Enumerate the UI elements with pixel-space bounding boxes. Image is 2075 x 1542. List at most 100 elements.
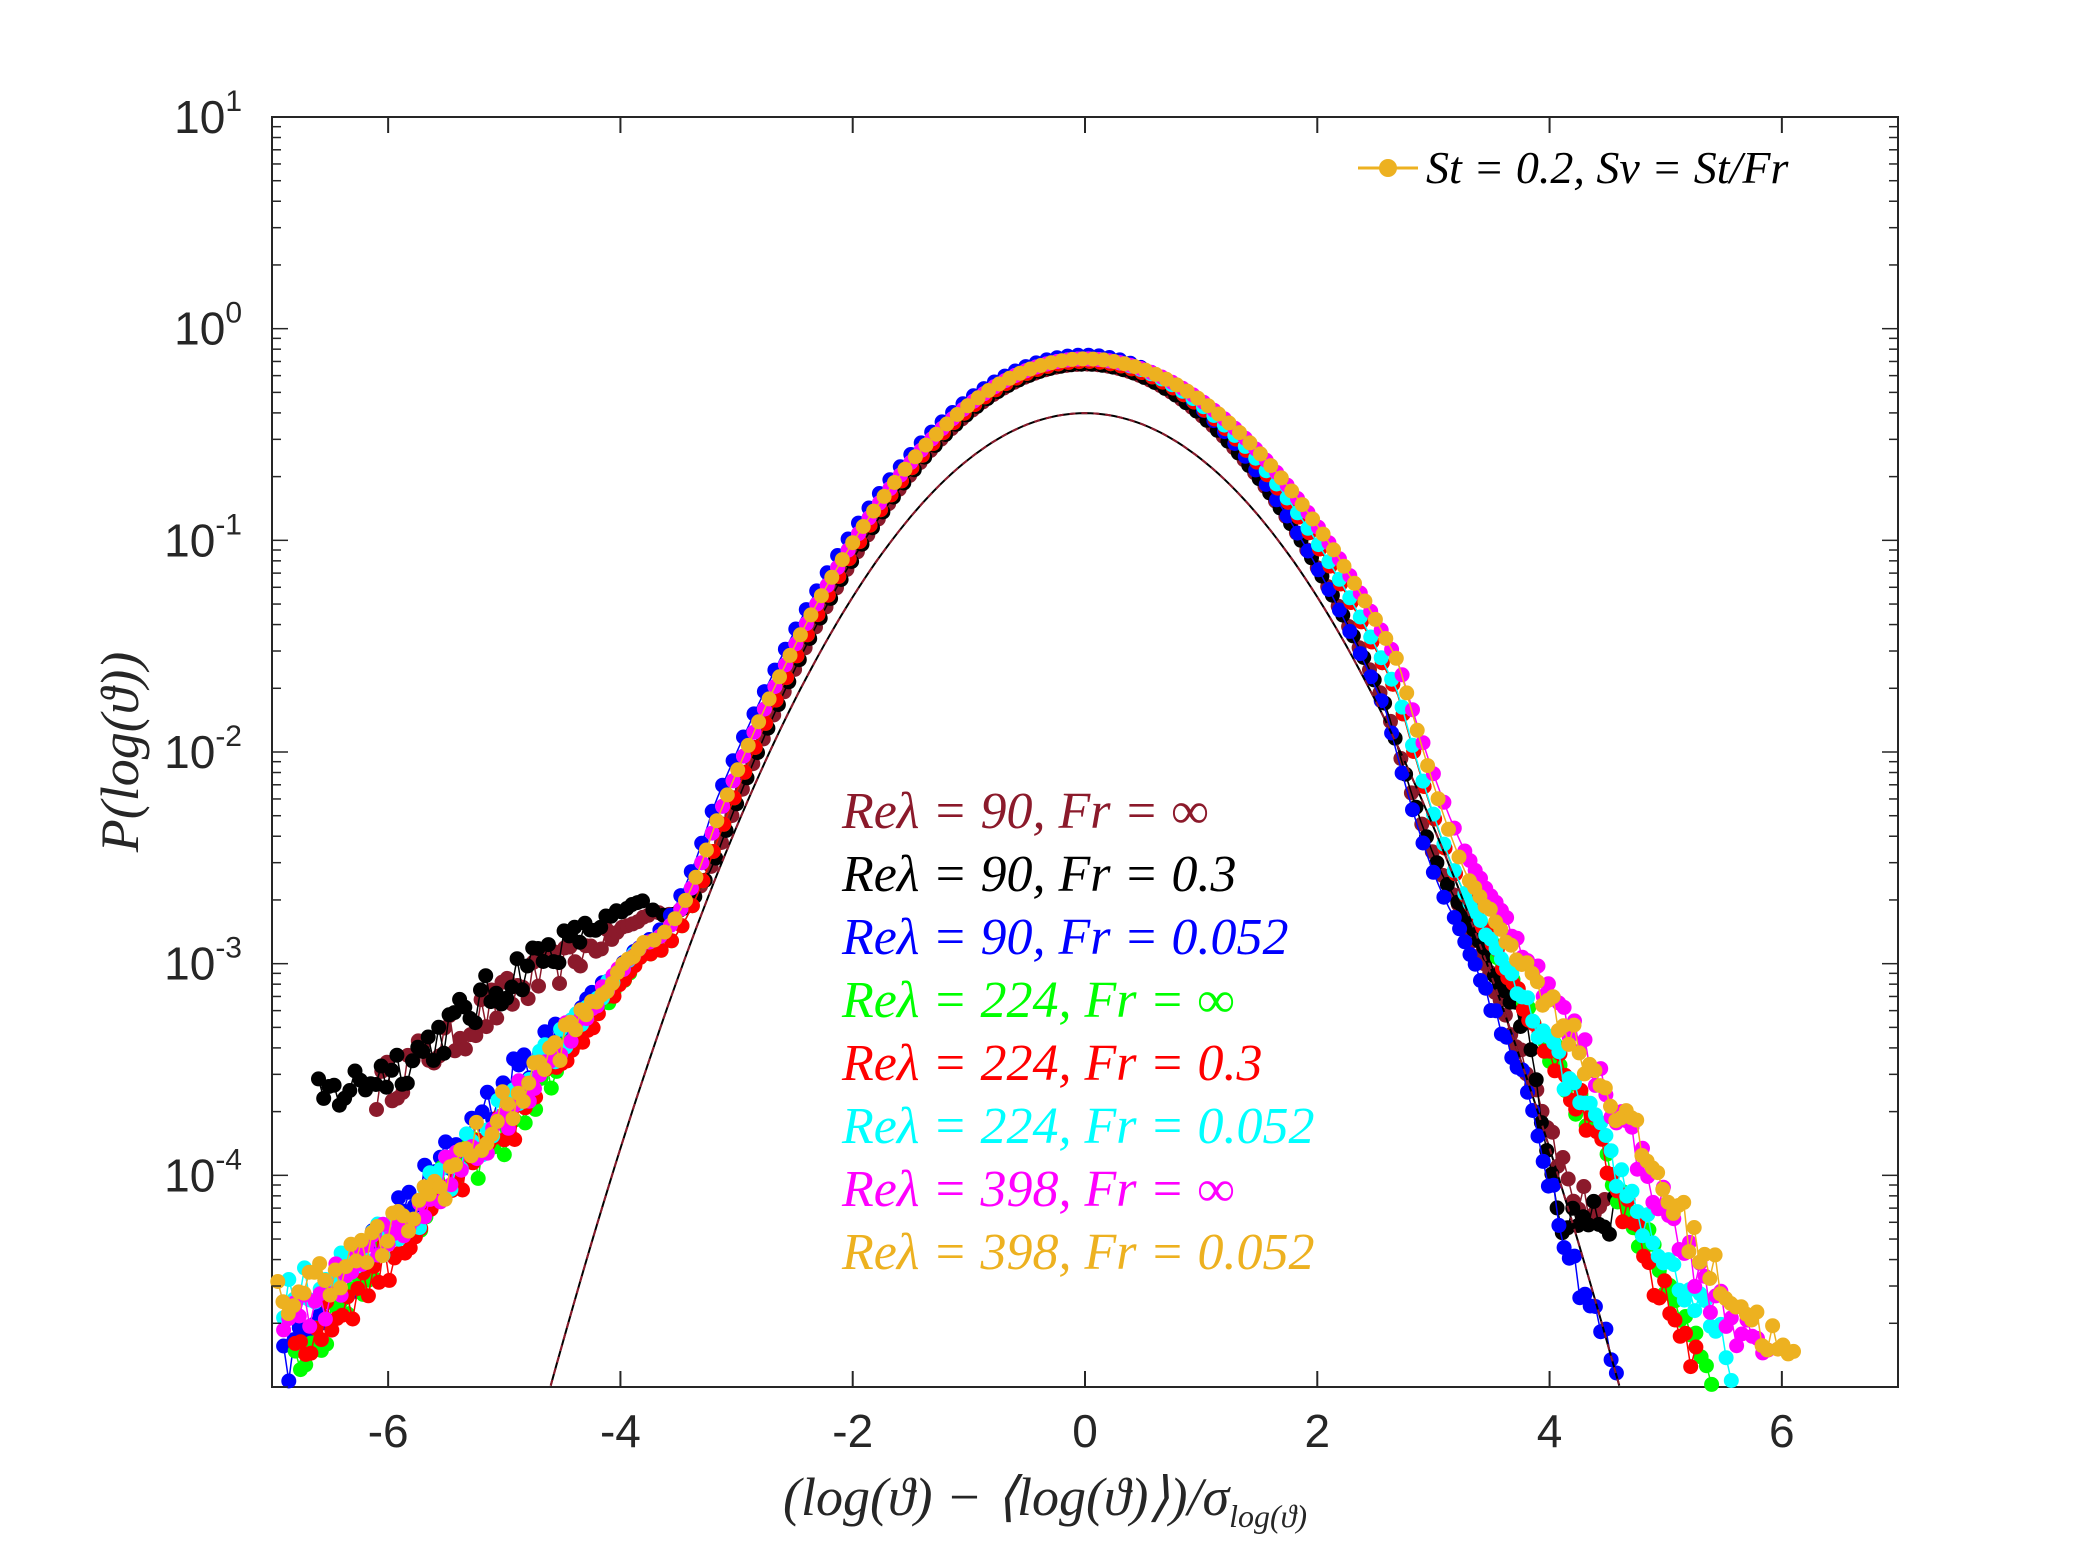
series-point xyxy=(1608,1178,1624,1194)
series-point xyxy=(949,407,965,422)
series-point xyxy=(468,1114,484,1130)
series-point xyxy=(1556,999,1572,1015)
series-point xyxy=(302,1318,318,1334)
series-point xyxy=(1493,921,1509,937)
series-point xyxy=(1650,1165,1666,1181)
series-point xyxy=(1551,1217,1567,1233)
series-point xyxy=(1577,1032,1593,1048)
series-point xyxy=(719,787,735,803)
series-point xyxy=(1529,974,1545,990)
series-point xyxy=(1221,415,1237,431)
series-point xyxy=(406,1211,422,1227)
series-point xyxy=(1394,765,1410,781)
series-point xyxy=(1571,1045,1587,1061)
series-point xyxy=(1765,1318,1781,1334)
series-point xyxy=(1326,542,1341,558)
series-point xyxy=(514,982,530,998)
x-axis-title-subscript: log(ϑ) xyxy=(1229,1498,1307,1534)
series-point xyxy=(296,1285,312,1301)
series-point xyxy=(551,955,567,971)
series-point xyxy=(473,982,488,998)
series-point xyxy=(1545,1124,1560,1140)
series-point xyxy=(1273,470,1289,486)
series-point xyxy=(484,1126,500,1142)
series-point xyxy=(1566,1017,1582,1033)
series-point xyxy=(1457,934,1473,950)
x-tick-label: -2 xyxy=(832,1405,873,1457)
series-point xyxy=(281,1373,297,1389)
series-point xyxy=(730,762,746,778)
series-point xyxy=(1211,406,1227,422)
series-point xyxy=(374,1248,390,1264)
series-point xyxy=(1420,758,1436,774)
legend-entry: Reλ = 398, Fr = ∞ xyxy=(841,1161,1235,1218)
series-point xyxy=(1452,921,1468,937)
series-point xyxy=(761,691,777,707)
x-tick-label: -6 xyxy=(368,1405,409,1457)
series-point xyxy=(813,588,829,604)
reference-curve-dashed xyxy=(549,412,1621,1386)
legend-entry: Reλ = 90, Fr = ∞ xyxy=(841,783,1209,840)
series-point xyxy=(540,937,556,953)
series-point xyxy=(547,1035,563,1051)
series-point xyxy=(1723,1373,1739,1388)
series-point xyxy=(1425,864,1441,880)
series-point xyxy=(1357,593,1373,609)
series-point xyxy=(303,1345,319,1361)
legend-entry: Reλ = 90, Fr = 0.052 xyxy=(841,909,1289,966)
x-tick-label: 0 xyxy=(1072,1405,1098,1457)
series-point xyxy=(405,1053,420,1069)
series-point xyxy=(420,1029,436,1045)
y-tick-label: 10-3 xyxy=(164,932,242,990)
series-point xyxy=(575,1034,591,1050)
series-point xyxy=(1603,1143,1619,1159)
series-point xyxy=(1436,836,1452,852)
series-point xyxy=(1702,1304,1718,1320)
series-point xyxy=(1702,1271,1718,1286)
series-point xyxy=(1535,1153,1551,1169)
series-point xyxy=(593,919,609,935)
series-point xyxy=(1655,1181,1671,1197)
series-7 xyxy=(270,351,1801,1362)
series-point xyxy=(1587,1299,1603,1314)
series-point xyxy=(468,1028,484,1044)
series-point xyxy=(1525,1013,1541,1029)
series-point xyxy=(1436,889,1452,905)
series-point xyxy=(312,1256,328,1272)
series-point xyxy=(792,627,808,643)
series-point xyxy=(1415,773,1431,789)
series-point xyxy=(1409,722,1425,738)
series-point xyxy=(1294,497,1310,513)
series-point xyxy=(1678,1325,1693,1341)
series-layer xyxy=(270,347,1801,1392)
legend-entry: Reλ = 224, Fr = ∞ xyxy=(841,972,1235,1029)
series-point xyxy=(505,1111,521,1127)
series-point xyxy=(353,1232,369,1248)
series-point xyxy=(1499,1029,1515,1045)
series-point xyxy=(667,911,683,927)
series-point xyxy=(939,416,955,432)
series-point xyxy=(1321,582,1337,597)
series-point xyxy=(478,968,494,984)
series-point xyxy=(1378,631,1394,646)
series-point xyxy=(572,958,588,974)
legend-entry: Reλ = 224, Fr = 0.3 xyxy=(841,1035,1263,1092)
series-point xyxy=(317,1311,333,1327)
series-point xyxy=(1577,1286,1593,1302)
series-point xyxy=(1707,1247,1723,1263)
series-point xyxy=(824,569,840,585)
series-point xyxy=(970,390,986,406)
series-point xyxy=(1441,821,1456,837)
series-point xyxy=(1698,1358,1714,1374)
series-point xyxy=(384,1062,400,1078)
series-point xyxy=(415,1044,431,1059)
series-point xyxy=(507,1132,523,1147)
series-point xyxy=(1666,1257,1682,1272)
series-point xyxy=(500,1096,516,1112)
series-point xyxy=(1310,562,1326,578)
series-point xyxy=(1560,1171,1576,1187)
series-point xyxy=(495,1084,510,1100)
series-point xyxy=(489,1113,505,1129)
series-point xyxy=(1545,989,1561,1005)
